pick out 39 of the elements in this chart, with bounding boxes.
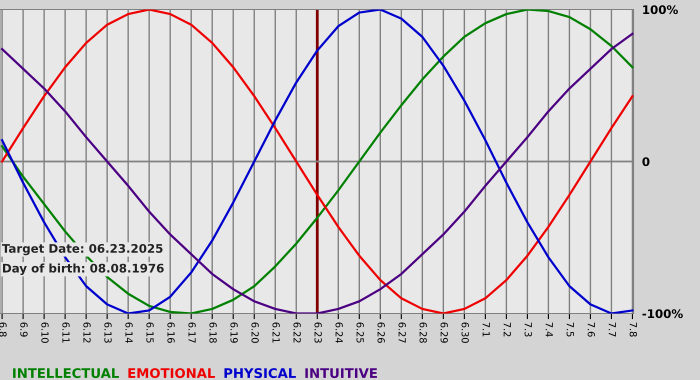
x-tick-label: 6.14 [125,322,133,343]
x-tick-label: 6.25 [356,322,364,343]
x-tick-label: 7.1 [482,322,490,336]
x-tick-label: 6.9 [20,322,28,337]
x-tick-label: 7.7 [608,322,616,336]
annotation: Target Date: 06.23.2025 [2,244,163,256]
text: EMOTIONAL [128,368,215,378]
x-tick-label: 6.11 [62,322,70,343]
x-tick-label: 6.29 [440,322,448,343]
x-tick-label: 6.30 [462,322,469,343]
x-tick-label: 6.28 [420,322,427,343]
x-tick-label: 7.5 [566,322,574,336]
x-tick-label: 6.18 [209,322,217,343]
text: INTELLECTUAL [13,368,119,378]
x-tick-label: 6.10 [41,322,49,343]
x-tick-label: 7.6 [588,322,595,337]
x-tick-label: 6.13 [104,322,112,343]
x-tick-label: 6.22 [293,322,301,343]
x-tick-label: 7.8 [630,322,637,337]
x-tick-label: 7.4 [546,322,553,337]
y-tick-label: 100% [643,5,678,14]
x-tick-label: 6.26 [377,322,385,343]
text: PHYSICAL [224,368,296,378]
y-tick-label: 0 [642,157,650,166]
x-tick-label: 6.20 [251,322,259,343]
x-tick-label: 6.19 [230,322,238,343]
x-tick-label: 6.24 [335,322,343,343]
x-tick-label: 6.23 [314,322,322,343]
y-tick-label: -100% [642,309,683,318]
x-tick-label: 6.15 [146,322,154,343]
text: INTUITIVE [305,368,377,378]
x-tick-label: 6.12 [83,322,91,343]
annotation: Day of birth: 08.08.1976 [2,263,164,276]
x-tick-label: 6.17 [188,322,196,343]
x-tick-label: 6.21 [272,322,280,343]
x-tick-label: 6.27 [398,322,406,343]
x-tick-label: 7.2 [504,322,511,336]
x-tick-label: 7.3 [524,322,532,337]
x-tick-label: 6.16 [167,322,175,343]
